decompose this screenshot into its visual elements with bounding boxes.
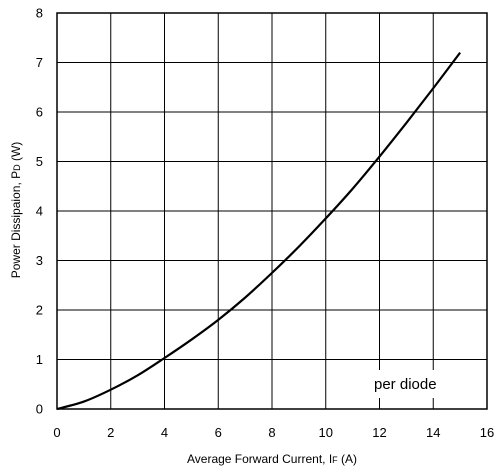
y-tick-label: 0 bbox=[36, 402, 43, 417]
x-axis-label: Average Forward Current, IF (A) bbox=[187, 452, 357, 466]
x-tick-label: 12 bbox=[372, 425, 386, 440]
y-tick-label: 5 bbox=[36, 154, 43, 169]
annotation-per-diode: per diode bbox=[374, 376, 437, 393]
y-tick-label: 4 bbox=[36, 204, 43, 219]
y-tick-label: 6 bbox=[36, 105, 43, 120]
series-line bbox=[56, 51, 462, 411]
x-axis-ticks: 0 2 4 6 8 10 12 14 16 bbox=[53, 425, 494, 440]
x-tick-label: 14 bbox=[426, 425, 440, 440]
y-tick-label: 2 bbox=[36, 303, 43, 318]
y-tick-label: 8 bbox=[36, 6, 43, 21]
x-tick-label: 10 bbox=[319, 425, 333, 440]
x-tick-label: 0 bbox=[53, 425, 60, 440]
y-tick-label: 1 bbox=[36, 352, 43, 367]
y-axis-label: Power Dissipaion, PD (W) bbox=[9, 142, 23, 279]
plot-area bbox=[56, 12, 488, 410]
x-tick-label: 6 bbox=[215, 425, 222, 440]
grid bbox=[56, 12, 488, 410]
y-axis-ticks: 0 1 2 3 4 5 6 7 8 bbox=[36, 6, 43, 417]
x-tick-label: 4 bbox=[161, 425, 168, 440]
x-tick-label: 8 bbox=[268, 425, 275, 440]
annotation-background bbox=[363, 370, 461, 398]
x-tick-label: 16 bbox=[480, 425, 494, 440]
y-tick-label: 3 bbox=[36, 253, 43, 268]
y-tick-label: 7 bbox=[36, 55, 43, 70]
x-tick-label: 2 bbox=[107, 425, 114, 440]
